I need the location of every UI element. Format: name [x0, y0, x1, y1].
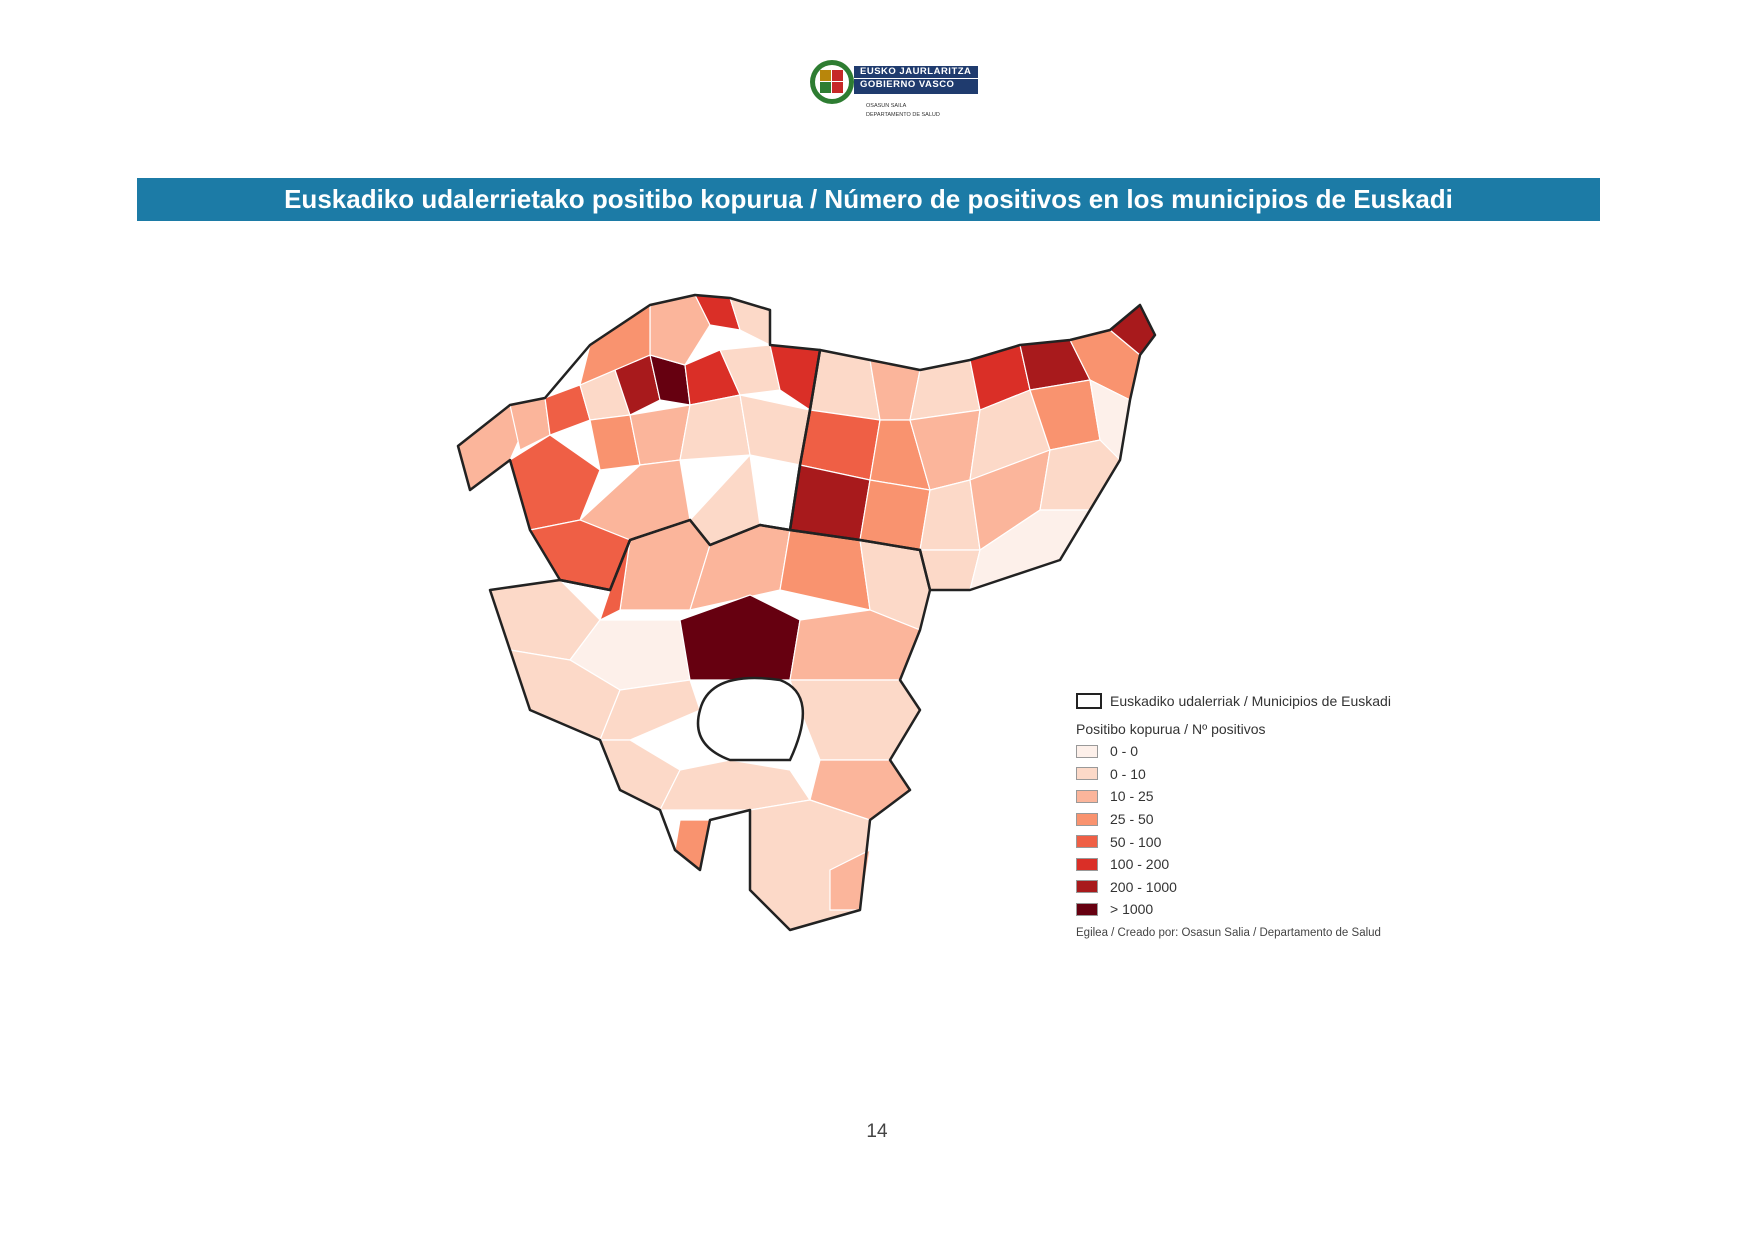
legend-class-item: 10 - 25 [1076, 785, 1436, 808]
legend-boundary-label: Euskadiko udalerriak / Municipios de Eus… [1110, 693, 1391, 709]
government-name-bar: EUSKO JAURLARITZA GOBIERNO VASCO [854, 66, 978, 94]
legend-class-label: 10 - 25 [1110, 788, 1154, 805]
legend-color-swatch [1076, 767, 1098, 781]
legend-class-label: 100 - 200 [1110, 856, 1170, 873]
map-legend: Euskadiko udalerriak / Municipios de Eus… [1076, 690, 1436, 939]
legend-class-item: > 1000 [1076, 898, 1436, 921]
legend-class-label: > 1000 [1110, 901, 1154, 918]
municipality-region [599, 679, 701, 741]
government-logo: EUSKO JAURLARITZA GOBIERNO VASCO OSASUN … [808, 56, 988, 126]
logo-line-spanish: GOBIERNO VASCO [860, 79, 955, 90]
province-araba [489, 519, 931, 931]
page-title: Euskadiko udalerrietako positibo kopurua… [137, 178, 1600, 221]
legend-boundary-entry: Euskadiko udalerriak / Municipios de Eus… [1076, 690, 1436, 712]
legend-class-label: 25 - 50 [1110, 811, 1154, 828]
province-bizkaia [457, 294, 821, 591]
legend-class-item: 0 - 0 [1076, 740, 1436, 763]
legend-class-item: 100 - 200 [1076, 853, 1436, 876]
department-line-spanish: DEPARTAMENTO DE SALUD [866, 112, 940, 118]
legend-heading: Positibo kopurua / Nº positivos [1076, 721, 1266, 737]
legend-color-swatch [1076, 857, 1098, 871]
province-gipuzkoa [789, 304, 1156, 591]
legend-class-label: 0 - 0 [1110, 743, 1139, 760]
legend-class-label: 200 - 1000 [1110, 878, 1177, 895]
legend-color-swatch [1076, 812, 1098, 826]
municipality-region [659, 759, 812, 811]
legend-color-swatch [1076, 744, 1098, 758]
municipality-region [779, 529, 871, 611]
municipality-region [859, 479, 931, 551]
territory-outlines [456, 293, 1157, 932]
municipality-region [1039, 439, 1121, 511]
department-name: OSASUN SAILA DEPARTAMENTO DE SALUD [866, 102, 940, 120]
legend-class-item: 50 - 100 [1076, 830, 1436, 853]
basque-coat-of-arms-icon [810, 60, 854, 104]
municipality-region [679, 394, 751, 461]
legend-color-swatch [1076, 902, 1098, 916]
legend-color-swatch [1076, 835, 1098, 849]
boundary-swatch [1076, 693, 1102, 709]
araba-outline [488, 518, 932, 932]
legend-color-swatch [1076, 789, 1098, 803]
legend-class-item: 200 - 1000 [1076, 876, 1436, 899]
legend-class-label: 50 - 100 [1110, 833, 1162, 850]
legend-color-swatch [1076, 880, 1098, 894]
legend-class-item: 0 - 10 [1076, 763, 1436, 786]
department-line-basque: OSASUN SAILA [866, 103, 907, 109]
map-credit: Egilea / Creado por: Osasun Salia / Depa… [1076, 926, 1381, 939]
legend-class-list: 0 - 0 0 - 10 10 - 25 25 - 50 50 - 100 100 - 2… [1076, 740, 1436, 921]
logo-line-basque: EUSKO JAURLARITZA [854, 66, 978, 79]
legend-class-item: 25 - 50 [1076, 808, 1436, 831]
page-number: 14 [866, 1121, 888, 1142]
trevino-enclave [696, 676, 805, 762]
choropleth-map [456, 293, 1157, 932]
legend-class-label: 0 - 10 [1110, 765, 1146, 782]
municipality-region [789, 679, 921, 761]
